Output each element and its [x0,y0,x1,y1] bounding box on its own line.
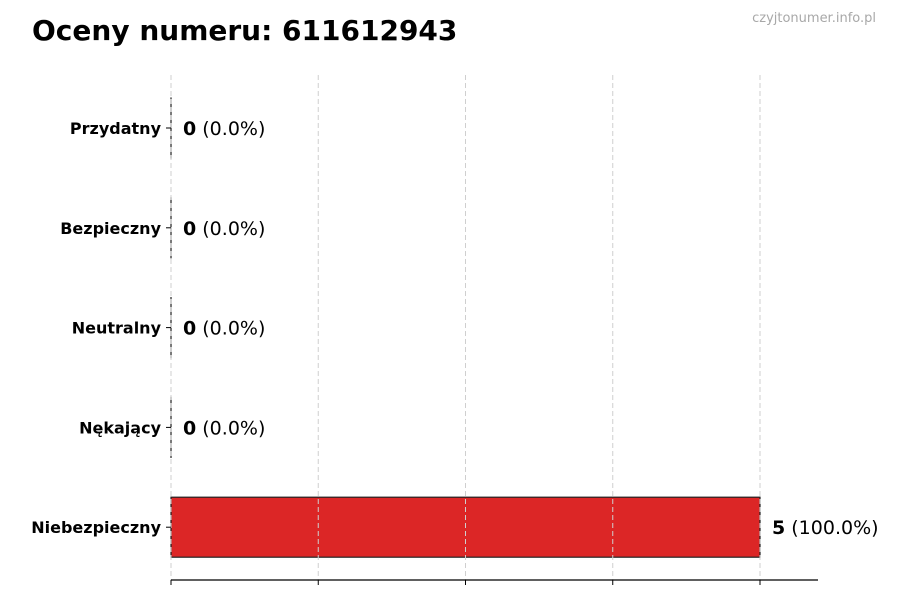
data-label-count: 0 [183,218,196,240]
data-label-percent: (0.0%) [196,417,265,439]
category-label: Nękający [79,418,161,437]
data-label: 0 (0.0%) [183,118,265,140]
category-label: Bezpieczny [60,219,161,238]
data-label-count: 0 [183,318,196,340]
data-label-percent: (0.0%) [196,318,265,340]
category-label: Przydatny [70,119,162,138]
watermark: czyjtonumer.info.pl [752,11,876,26]
data-label: 0 (0.0%) [183,318,265,340]
data-label-percent: (100.0%) [785,517,878,539]
data-label-count: 5 [772,517,785,539]
data-label-count: 0 [183,417,196,439]
data-label-percent: (0.0%) [196,218,265,240]
data-label: 0 (0.0%) [183,417,265,439]
data-label-count: 0 [183,118,196,140]
chart-title: Oceny numeru: 611612943 [32,14,457,47]
data-label-percent: (0.0%) [196,118,265,140]
data-label: 5 (100.0%) [772,517,879,539]
data-label: 0 (0.0%) [183,218,265,240]
category-label: Niebezpieczny [31,518,161,537]
category-label: Neutralny [72,319,162,338]
